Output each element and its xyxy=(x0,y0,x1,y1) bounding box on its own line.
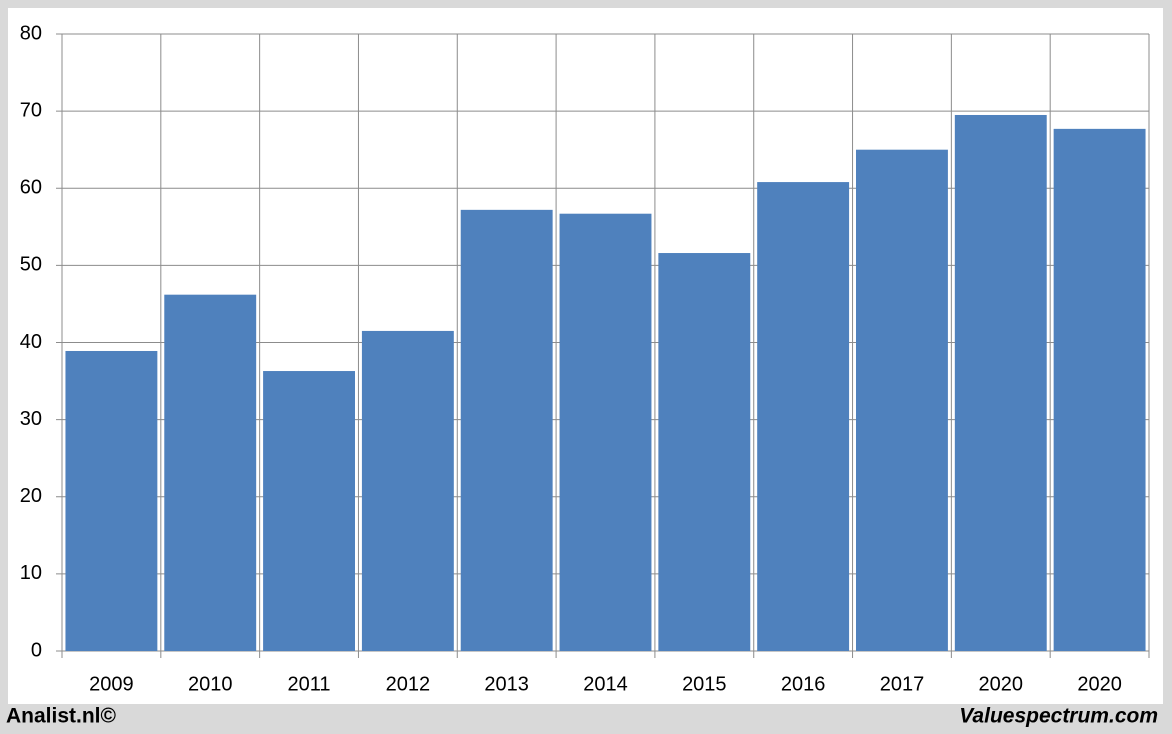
bar xyxy=(757,182,850,651)
y-tick-label: 20 xyxy=(20,485,42,507)
x-tick-label: 2013 xyxy=(484,673,529,695)
plot: 0 10 20 30 40 50 60 70 80 2009 2010 2011 2012 2013 201… xyxy=(20,22,1150,695)
x-tick-label: 2012 xyxy=(386,673,431,695)
bar xyxy=(460,209,553,651)
x-tick-label: 2016 xyxy=(781,673,826,695)
bar xyxy=(65,350,158,651)
bar xyxy=(954,114,1047,651)
x-tick-label: 2011 xyxy=(288,673,331,695)
bar xyxy=(559,213,652,652)
y-tick-label: 70 xyxy=(20,99,42,121)
x-tick-label: 2020 xyxy=(979,673,1024,695)
y-tick-label: 50 xyxy=(20,254,42,276)
bar xyxy=(361,330,454,651)
x-tick-label: 2015 xyxy=(682,673,727,695)
bar xyxy=(658,253,751,651)
x-tick-label: 2014 xyxy=(583,673,628,695)
y-tick-label: 80 xyxy=(20,22,42,44)
bar xyxy=(1053,128,1146,651)
y-tick-label: 30 xyxy=(20,408,42,430)
y-tick-label: 10 xyxy=(20,562,42,584)
bar xyxy=(856,149,948,651)
bar xyxy=(164,294,257,651)
footer-left: Analist.nl© xyxy=(6,705,117,728)
footer-right: Valuespectrum.com xyxy=(959,705,1158,728)
bar xyxy=(263,371,355,651)
x-tick-label: 2020 xyxy=(1077,673,1122,695)
x-tick-label: 2017 xyxy=(880,673,925,695)
y-tick-label: 0 xyxy=(31,639,42,661)
x-tick-label: 2010 xyxy=(188,673,233,695)
y-tick-label: 60 xyxy=(20,177,42,199)
y-tick-label: 40 xyxy=(20,331,42,353)
x-tick-label: 2009 xyxy=(89,673,134,695)
